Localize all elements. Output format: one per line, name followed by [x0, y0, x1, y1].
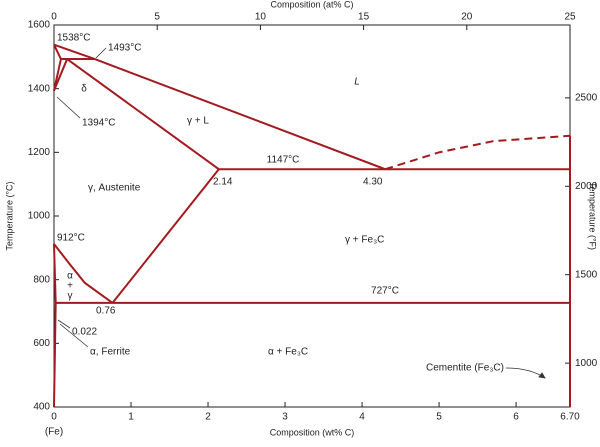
x-tick-label: 0 — [51, 412, 57, 423]
phase-boundary — [384, 134, 571, 171]
y-tick-label: 800 — [33, 274, 50, 285]
phase-boundary — [53, 43, 386, 171]
y-tick-label: 1600 — [28, 20, 51, 31]
phase-boundary — [53, 243, 57, 303]
annotation: + — [67, 281, 73, 292]
x2-tick-label: 10 — [255, 12, 267, 23]
annotation: 1493°C — [108, 43, 141, 54]
annotation: α — [67, 271, 73, 282]
x2-axis-title: Composition (at% C) — [270, 0, 353, 9]
x-tick-label: 2 — [205, 412, 211, 423]
phase-boundary — [53, 58, 69, 91]
y2-axis-title: Temperature (°F) — [588, 182, 598, 250]
annotation: 2.14 — [213, 177, 233, 188]
x-tick-label: 6.70 — [560, 412, 580, 423]
annotation: 0.022 — [72, 327, 97, 338]
x-tick-label: 1 — [128, 412, 134, 423]
y-tick-label: 1000 — [28, 211, 51, 222]
annotation: γ — [68, 291, 73, 302]
x2-tick-label: 20 — [461, 12, 473, 23]
y2-tick-label: 2000 — [575, 181, 598, 192]
phase-boundary — [111, 168, 220, 304]
x-tick-label: 6 — [513, 412, 519, 423]
x2-tick-label: 5 — [154, 12, 160, 23]
annotation: (Fe) — [45, 427, 63, 438]
annotation: 1147°C — [267, 155, 300, 166]
y2-tick-label: 2500 — [575, 93, 598, 104]
annotation: L — [354, 77, 360, 88]
x2-tick-label: 0 — [51, 12, 57, 23]
x-tick-label: 4 — [359, 412, 365, 423]
annotation: 0.76 — [96, 306, 116, 317]
annotation: γ, Austenite — [88, 183, 141, 194]
annotation: 1538°C — [57, 33, 90, 44]
annotation: δ — [81, 84, 87, 95]
annotation: α + Fe₃C — [268, 347, 308, 358]
annotation: 4.30 — [363, 177, 383, 188]
x-tick-label: 5 — [436, 412, 442, 423]
y-axis-title: Temperature (°C) — [4, 181, 14, 250]
phase-boundary — [53, 243, 114, 304]
y2-tick-label: 1000 — [575, 358, 598, 369]
annotation: α, Ferrite — [90, 347, 131, 358]
phase-boundary — [53, 302, 57, 408]
phase-boundary — [53, 44, 62, 60]
y-tick-label: 400 — [33, 402, 50, 413]
leaders — [56, 47, 546, 379]
y2-tick-label: 1500 — [575, 269, 598, 280]
y-tick-label: 1400 — [28, 83, 51, 94]
annotation: γ + L — [187, 116, 209, 127]
annotation: γ + Fe₃C — [345, 235, 384, 246]
x-axis-title: Composition (wt% C) — [270, 427, 355, 437]
annotation: 727°C — [371, 286, 399, 297]
x2-tick-label: 25 — [564, 12, 576, 23]
x2-tick-label: 15 — [358, 12, 370, 23]
y-tick-label: 1200 — [28, 147, 51, 158]
annotation: Cementite (Fe₃C) — [426, 363, 504, 374]
plot-frame — [53, 24, 571, 408]
annotation: 912°C — [57, 233, 85, 244]
x-tick-label: 3 — [282, 412, 288, 423]
y-tick-label: 600 — [33, 338, 50, 349]
annotation: 1394°C — [82, 118, 115, 129]
phase-boundary — [66, 58, 220, 171]
